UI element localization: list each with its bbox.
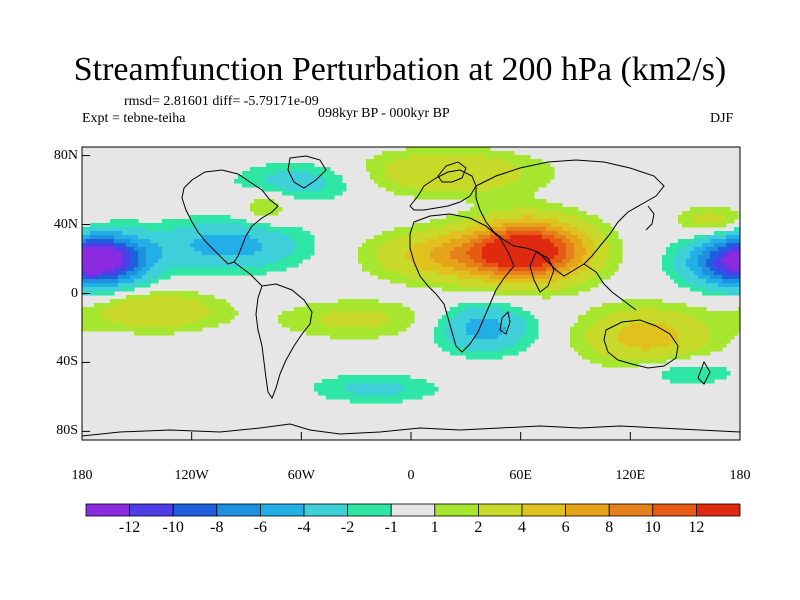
coastline-central-america	[233, 261, 263, 287]
colorbar-label: 1	[430, 519, 439, 536]
x-tick-label: 180	[729, 468, 751, 483]
stats-line: rmsd= 2.81601 diff= -5.79171e-09	[124, 94, 319, 109]
colorbar-label: 6	[561, 519, 570, 536]
colorbar-label: -12	[118, 519, 141, 536]
period-label: 098kyr BP - 000kyr BP	[318, 106, 450, 121]
x-tick-label: 60W	[287, 468, 315, 483]
colorbar-label: 2	[474, 519, 483, 536]
colorbar-label: 8	[605, 519, 614, 536]
colorbar-swatch	[216, 503, 261, 517]
coastline-greenland	[287, 155, 327, 189]
colorbar-label: 4	[518, 519, 526, 536]
chart-title: Streamfunction Perturbation at 200 hPa (…	[73, 51, 727, 88]
coastlines	[82, 155, 740, 437]
coastline-japan	[645, 205, 655, 231]
y-tick-label: 80N	[53, 147, 78, 163]
colorbar-swatch	[259, 503, 305, 517]
colorbar-swatch	[172, 503, 218, 517]
coastline-south-america	[255, 283, 313, 400]
coastline-africa	[409, 213, 515, 353]
colorbar-label: -10	[162, 519, 184, 536]
x-tick-label: 0	[407, 468, 415, 483]
y-tick-label: 40S	[56, 354, 78, 370]
colorbar-label: -4	[297, 519, 311, 536]
season-label: DJF	[710, 111, 734, 126]
colorbar-swatch	[696, 503, 741, 517]
y-tick-label: 0	[71, 285, 78, 301]
colorbar-label: -8	[210, 519, 224, 536]
coastline-madagascar	[499, 310, 511, 335]
colorbar	[85, 503, 741, 517]
coastline-north-america	[181, 169, 279, 265]
colorbar-label: 10	[644, 519, 661, 536]
colorbar-swatch	[608, 503, 654, 517]
colorbar-swatch	[85, 503, 130, 517]
y-tick-label: 40N	[53, 216, 78, 232]
colorbar-swatch	[129, 503, 174, 517]
contour-field	[82, 147, 740, 404]
colorbar-label: -1	[384, 519, 398, 536]
colorbar-swatch	[565, 503, 610, 517]
colorbar-swatch	[434, 503, 479, 517]
coastline-india	[529, 251, 555, 293]
coastline-asia	[475, 159, 665, 277]
colorbar-swatch	[521, 503, 566, 517]
experiment-label: Expt = tebne-teiha	[82, 111, 186, 126]
coastline-scandinavia	[437, 161, 467, 183]
colorbar-swatch	[390, 503, 436, 517]
coastline-southeast-asia	[583, 263, 637, 311]
x-tick-label: 180	[71, 468, 93, 483]
colorbar-label: 12	[688, 519, 705, 536]
colorbar-label: -6	[253, 519, 268, 536]
colorbar-swatch	[347, 503, 392, 517]
axis-ticks	[81, 155, 741, 440]
x-tick-label: 60E	[509, 468, 532, 483]
coastline-australia	[603, 319, 679, 369]
colorbar-label: -2	[340, 519, 355, 536]
colorbar-swatch	[303, 503, 348, 517]
x-tick-label: 120E	[615, 468, 646, 483]
x-tick-label: 120W	[174, 468, 209, 483]
coastline-antarctica	[82, 423, 740, 437]
y-tick-label: 80S	[56, 423, 78, 439]
coastline-new-zealand	[697, 360, 711, 385]
colorbar-swatch	[652, 503, 697, 517]
colorbar-swatch	[477, 503, 523, 517]
